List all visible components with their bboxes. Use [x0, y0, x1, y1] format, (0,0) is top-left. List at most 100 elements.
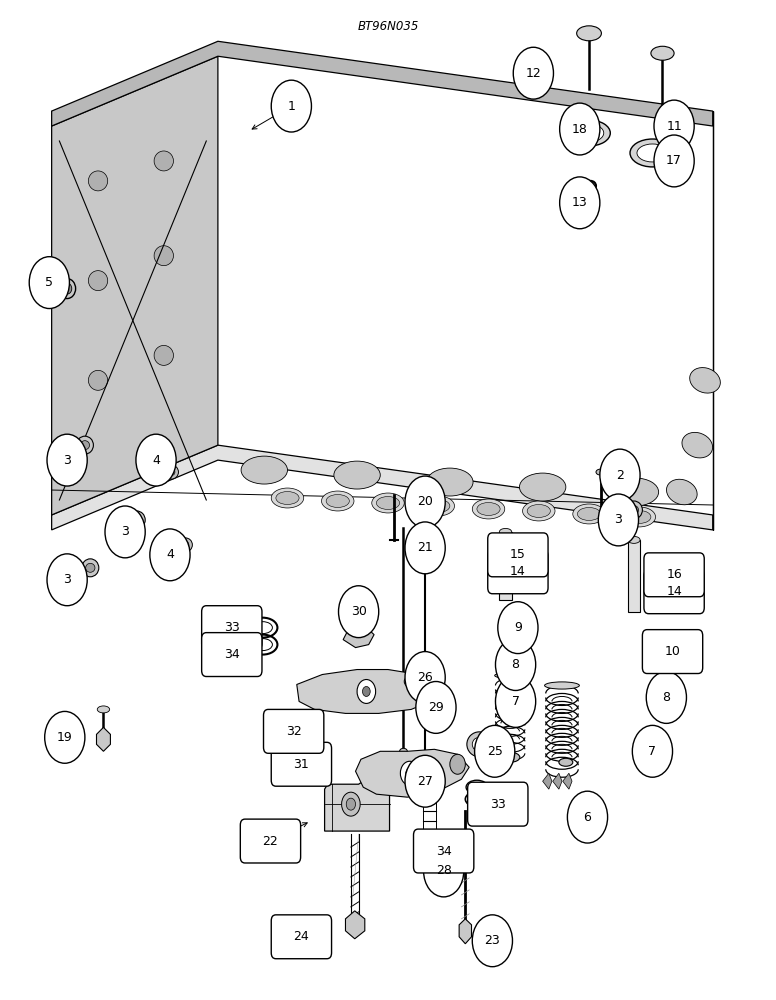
- Ellipse shape: [317, 760, 327, 766]
- Circle shape: [346, 798, 355, 810]
- Text: 23: 23: [484, 934, 501, 947]
- Ellipse shape: [317, 744, 327, 750]
- Text: 12: 12: [525, 67, 541, 80]
- Ellipse shape: [334, 461, 380, 489]
- Ellipse shape: [81, 559, 99, 577]
- Ellipse shape: [577, 507, 601, 520]
- Text: 24: 24: [293, 930, 310, 943]
- Polygon shape: [459, 919, 472, 944]
- Text: 3: 3: [63, 573, 71, 586]
- FancyBboxPatch shape: [488, 550, 548, 594]
- Text: 8: 8: [511, 658, 520, 671]
- Ellipse shape: [88, 370, 108, 390]
- Ellipse shape: [154, 151, 173, 171]
- Circle shape: [600, 449, 640, 501]
- Circle shape: [405, 652, 445, 703]
- Text: 5: 5: [45, 276, 54, 289]
- Circle shape: [475, 725, 514, 777]
- Text: 33: 33: [490, 798, 506, 811]
- FancyBboxPatch shape: [643, 630, 703, 674]
- Ellipse shape: [241, 456, 287, 484]
- Polygon shape: [324, 781, 390, 831]
- Ellipse shape: [568, 120, 610, 146]
- Circle shape: [405, 755, 445, 807]
- Polygon shape: [52, 41, 712, 126]
- Circle shape: [497, 602, 538, 654]
- Ellipse shape: [128, 511, 145, 529]
- Text: 3: 3: [121, 525, 129, 538]
- Ellipse shape: [690, 368, 720, 393]
- Circle shape: [654, 100, 695, 152]
- Text: 28: 28: [436, 864, 452, 877]
- Polygon shape: [96, 727, 110, 751]
- Ellipse shape: [276, 492, 299, 504]
- FancyBboxPatch shape: [644, 570, 705, 614]
- Polygon shape: [52, 445, 712, 530]
- Circle shape: [496, 639, 535, 690]
- Text: 20: 20: [417, 495, 433, 508]
- Ellipse shape: [467, 732, 492, 757]
- Text: 22: 22: [262, 835, 279, 848]
- Circle shape: [400, 761, 419, 785]
- Polygon shape: [563, 773, 572, 789]
- Text: 32: 32: [286, 725, 302, 738]
- Circle shape: [496, 676, 535, 727]
- Ellipse shape: [76, 436, 93, 454]
- Ellipse shape: [629, 505, 639, 514]
- FancyBboxPatch shape: [468, 782, 528, 826]
- Text: 9: 9: [514, 621, 521, 634]
- Ellipse shape: [321, 491, 354, 511]
- Ellipse shape: [85, 563, 95, 572]
- Ellipse shape: [519, 473, 566, 501]
- FancyBboxPatch shape: [272, 742, 331, 786]
- Ellipse shape: [501, 752, 520, 762]
- Ellipse shape: [574, 124, 604, 142]
- FancyBboxPatch shape: [241, 819, 300, 863]
- Circle shape: [150, 529, 190, 581]
- Circle shape: [473, 915, 512, 967]
- Ellipse shape: [154, 246, 173, 266]
- Text: 3: 3: [63, 454, 71, 467]
- Circle shape: [341, 792, 360, 816]
- Ellipse shape: [422, 496, 455, 516]
- Ellipse shape: [596, 469, 605, 475]
- Ellipse shape: [132, 515, 141, 524]
- Circle shape: [338, 586, 379, 638]
- Circle shape: [598, 494, 639, 546]
- Text: 7: 7: [649, 745, 656, 758]
- Ellipse shape: [628, 510, 651, 523]
- FancyBboxPatch shape: [264, 709, 324, 753]
- Ellipse shape: [495, 673, 525, 679]
- Circle shape: [357, 680, 376, 703]
- Circle shape: [559, 103, 600, 155]
- Text: 16: 16: [667, 568, 682, 581]
- Ellipse shape: [63, 283, 71, 294]
- FancyBboxPatch shape: [488, 533, 548, 577]
- Ellipse shape: [477, 502, 500, 515]
- Polygon shape: [553, 773, 562, 789]
- Ellipse shape: [168, 469, 175, 476]
- Bar: [628, 540, 640, 612]
- Circle shape: [405, 476, 445, 528]
- Ellipse shape: [178, 538, 192, 552]
- Ellipse shape: [628, 536, 640, 543]
- Ellipse shape: [376, 497, 400, 509]
- Text: 34: 34: [224, 648, 240, 661]
- Circle shape: [646, 672, 687, 723]
- Ellipse shape: [637, 144, 668, 162]
- Text: 27: 27: [417, 775, 433, 788]
- Text: 21: 21: [417, 541, 433, 554]
- Ellipse shape: [473, 499, 504, 519]
- Circle shape: [567, 791, 608, 843]
- Circle shape: [450, 754, 466, 774]
- Polygon shape: [296, 670, 433, 713]
- Text: 25: 25: [487, 745, 503, 758]
- Text: 34: 34: [436, 845, 452, 858]
- Ellipse shape: [630, 139, 675, 167]
- Ellipse shape: [154, 345, 173, 365]
- Ellipse shape: [473, 737, 487, 751]
- Ellipse shape: [165, 465, 178, 479]
- Ellipse shape: [272, 488, 303, 508]
- Text: 10: 10: [664, 645, 681, 658]
- Ellipse shape: [522, 501, 555, 521]
